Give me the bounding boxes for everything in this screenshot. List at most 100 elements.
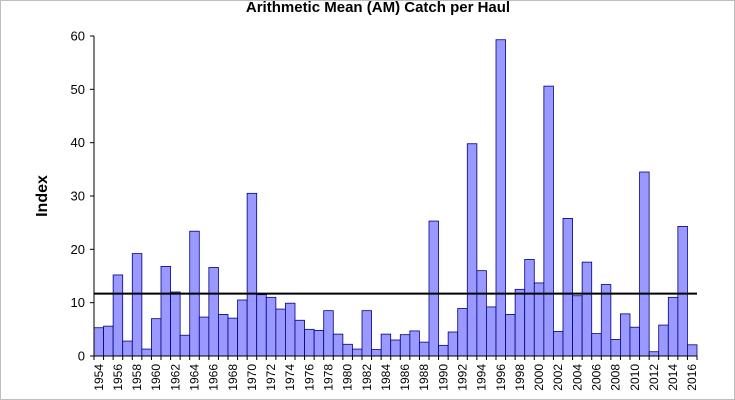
bar-1994: [476, 270, 487, 357]
bar-2016: [687, 344, 698, 357]
bar-1978: [323, 310, 334, 357]
bar-1956: [112, 274, 124, 357]
bar-2003: [562, 217, 573, 357]
bar-1997: [505, 313, 516, 357]
bar-1965: [198, 316, 210, 357]
x-tick-label: 1990: [436, 364, 450, 391]
x-tick-label: 1978: [322, 364, 336, 391]
bar-2005: [581, 261, 593, 357]
bar-1992: [457, 308, 468, 357]
bar-1957: [122, 340, 133, 357]
bar-1961: [160, 265, 171, 357]
bar-1967: [218, 313, 229, 357]
bar-1955: [103, 325, 114, 357]
y-tick-label: 20: [71, 242, 85, 257]
bar-1968: [227, 317, 238, 357]
bar-1985: [390, 339, 401, 357]
x-tick-label: 1970: [245, 364, 259, 391]
bar-2008: [610, 339, 621, 357]
bar-1972: [265, 296, 277, 357]
x-tick-label: 1972: [264, 364, 278, 391]
x-tick-label: 2010: [628, 364, 642, 391]
bar-1966: [208, 267, 219, 357]
x-tick-label: 1986: [398, 364, 412, 391]
x-ticks-group: 1954 1956 1958 1960 1962 1964 1966 1968 1970 1972…: [92, 356, 699, 391]
bar-1982: [361, 310, 372, 357]
x-tick-label: 1958: [130, 364, 144, 391]
y-tick-label: 10: [71, 295, 85, 310]
bar-1986: [399, 334, 411, 357]
bar-1995: [486, 306, 497, 357]
x-tick-label: 1980: [341, 364, 355, 391]
bar-1969: [237, 299, 248, 357]
bar-1960: [151, 318, 162, 357]
x-tick-label: 1984: [379, 364, 393, 391]
bars-group: [93, 39, 698, 357]
bar-1963: [179, 334, 191, 357]
x-tick-label: 2014: [666, 364, 680, 391]
x-tick-label: 2016: [685, 364, 699, 391]
bar-2007: [600, 284, 612, 357]
x-tick-label: 1966: [207, 364, 221, 391]
bar-1971: [256, 294, 267, 357]
bar-2006: [591, 333, 602, 357]
bar-1988: [419, 341, 430, 357]
bar-1958: [131, 253, 143, 357]
bar-1987: [409, 330, 420, 357]
bar-2001: [543, 85, 554, 357]
bar-1962: [170, 291, 181, 357]
y-tick-label: 30: [71, 189, 85, 204]
bar-1998: [514, 288, 526, 357]
x-tick-label: 1998: [513, 364, 527, 391]
x-tick-label: 1992: [456, 364, 470, 391]
x-tick-label: 1968: [226, 364, 240, 391]
bar-1996: [495, 39, 506, 357]
x-tick-label: 1962: [168, 364, 182, 391]
bar-1974: [285, 302, 296, 357]
y-tick-label: 60: [71, 29, 85, 44]
bar-1973: [275, 308, 286, 357]
bar-2013: [658, 324, 669, 357]
x-tick-label: 1976: [302, 364, 316, 391]
x-tick-label: 1988: [417, 364, 431, 391]
bar-1959: [141, 348, 152, 357]
bar-1990: [438, 344, 449, 357]
bar-1989: [428, 220, 439, 357]
x-tick-label: 1954: [92, 364, 106, 391]
x-tick-label: 2000: [532, 364, 546, 391]
bar-1970: [246, 192, 258, 357]
bar-1981: [352, 348, 363, 357]
bar-1991: [447, 331, 459, 357]
bar-2009: [620, 313, 631, 357]
bar-1999: [524, 259, 535, 357]
x-tick-label: 1974: [283, 364, 297, 391]
bar-2002: [553, 331, 564, 357]
chart-title: Arithmetic Mean (AM) Catch per Haul: [246, 0, 510, 16]
y-tick-label: 40: [71, 135, 85, 150]
bar-2015: [677, 225, 688, 357]
x-tick-label: 2006: [590, 364, 604, 391]
y-tick-label: 50: [71, 82, 85, 97]
x-tick-label: 1960: [149, 364, 163, 391]
x-tick-label: 1964: [188, 364, 202, 391]
bar-1976: [304, 328, 315, 357]
bar-1977: [313, 329, 325, 357]
y-axis-label: Index: [34, 175, 51, 217]
x-tick-label: 1996: [494, 364, 508, 391]
y-ticks-group: 0 10 20 30 40 50 60: [71, 29, 94, 364]
bar-1979: [332, 333, 344, 357]
x-tick-label: 2012: [647, 364, 661, 391]
bar-2010: [629, 326, 640, 357]
bar-1954: [93, 327, 104, 357]
bar-1975: [294, 319, 305, 357]
bar-1980: [342, 343, 353, 357]
bar-2014: [667, 296, 679, 357]
x-tick-label: 2008: [609, 364, 623, 391]
x-tick-label: 2004: [570, 364, 584, 391]
x-tick-label: 1956: [111, 364, 125, 391]
bar-2012: [648, 351, 660, 357]
bar-1993: [466, 143, 478, 357]
x-tick-label: 1994: [475, 364, 489, 391]
bar-1983: [371, 349, 382, 357]
